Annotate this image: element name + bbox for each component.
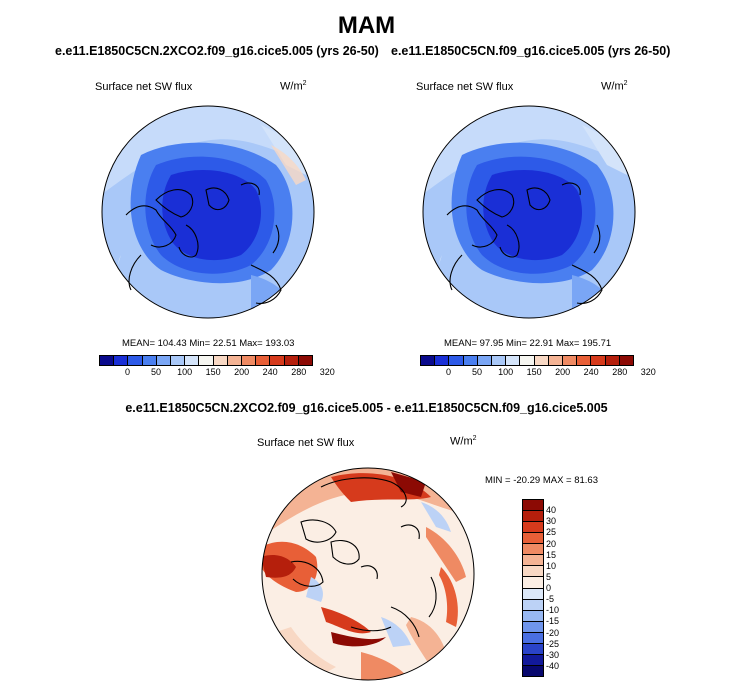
colorbar-swatch [605,356,620,365]
colorbar-swatch [171,356,186,365]
colorbar-tick-label: 150 [526,367,542,377]
colorbar-tick-label: -40 [546,660,560,671]
panel-1-variable-label: Surface net SW flux [95,81,193,93]
colorbar-tick-label: 5 [546,571,552,582]
colorbar-swatch [477,356,493,365]
difference-title: e.e11.E1850C5CN.2XCO2.f09_g16.cice5.005 … [125,401,608,415]
colorbar-swatch [213,356,228,365]
colorbar-swatch [591,356,606,365]
polar-map-difference [261,467,475,681]
page-title: MAM [337,12,396,39]
polar-map-2xco2 [101,105,315,319]
colorbar-swatch [523,621,543,633]
colorbar-swatch [619,356,634,365]
colorbar-tick-label: 240 [262,367,278,377]
colorbar-swatch [242,356,257,365]
colorbar-difference: 40 30 25 20 15 10 5 0 -5 -10 -15 -20 -25 -30 -40 [522,499,582,677]
colorbar-swatch [506,356,521,365]
colorbar-swatch [270,356,285,365]
colorbar-swatch [449,356,464,365]
colorbar-tick-label: 25 [546,527,557,538]
colorbar-tick-label: -30 [546,649,560,660]
colorbar-tick-label: 0 [546,583,552,593]
colorbar-tick-label: 100 [498,367,514,377]
colorbar-swatch [523,566,543,578]
colorbar-swatch [284,356,299,365]
colorbar-swatch [463,356,478,365]
colorbar-tick-label: 280 [291,367,307,377]
colorbar-tick-label: -5 [546,594,555,605]
diff-stats: MIN = -20.29 MAX = 81.63 [485,475,599,486]
colorbar-tick-label: 0 [446,367,452,377]
colorbar-tick-label: 320 [319,367,335,377]
colorbar-swatch [185,356,200,365]
polar-map-control [422,105,636,319]
diff-units: W/m2 [450,435,477,448]
colorbar-swatch [563,356,578,365]
colorbar-swatch [523,500,543,512]
colorbar-tick-label: 320 [640,367,656,377]
panel-1-title: e.e11.E1850C5CN.2XCO2.f09_g16.cice5.005 … [55,44,379,58]
colorbar-swatch [523,654,543,666]
colorbar-swatch [298,356,313,365]
panel-2-units: W/m2 [601,80,628,93]
colorbar-swatch [256,356,271,365]
colorbar-swatch [435,356,450,365]
colorbar-tick-label: 200 [234,367,250,377]
colorbar-swatch [523,511,543,523]
colorbar-swatch [523,544,543,556]
colorbar-swatch [114,356,129,365]
colorbar-swatch [523,643,543,655]
colorbar-swatch [199,356,214,365]
panel-1-units: W/m2 [280,80,307,93]
colorbar-swatch [227,356,243,365]
colorbar-tick-label: 50 [151,367,162,377]
colorbar-tick-label: 0 [125,367,131,377]
colorbar-tick-label: 15 [546,549,557,560]
colorbar-swatch [523,610,543,622]
colorbar-tick-label: -25 [546,638,560,649]
panel-2-stats: MEAN= 97.95 Min= 22.91 Max= 195.71 [444,338,612,349]
colorbar-swatch [523,665,543,676]
panel-2-title: e.e11.E1850C5CN.f09_g16.cice5.005 (yrs 2… [391,44,671,58]
colorbar-swatch [128,356,143,365]
colorbar-swatch [142,356,157,365]
colorbar-panel-2: 0 50 100 150 200 240 280 320 [420,355,656,381]
colorbar-tick-label: 150 [205,367,221,377]
colorbar-swatch [100,356,115,365]
colorbar-swatch [534,356,549,365]
colorbar-tick-label: 30 [546,516,557,527]
diff-variable-label: Surface net SW flux [257,437,355,449]
colorbar-swatch [156,356,172,365]
colorbar-panel-1: 0 50 100 150 200 240 280 320 [99,355,335,381]
colorbar-swatch [520,356,535,365]
colorbar-swatch [523,599,543,611]
colorbar-swatch [577,356,592,365]
colorbar-tick-label: -15 [546,616,560,627]
colorbar-swatch [523,632,543,644]
colorbar-tick-label: 200 [555,367,571,377]
colorbar-tick-label: 100 [177,367,193,377]
colorbar-tick-label: 280 [612,367,628,377]
colorbar-swatch [523,588,543,600]
colorbar-tick-label: -20 [546,627,560,638]
colorbar-tick-label: 20 [546,538,557,549]
panel-2-variable-label: Surface net SW flux [416,81,514,93]
colorbar-swatch [523,577,543,589]
panel-1-stats: MEAN= 104.43 Min= 22.51 Max= 193.03 [122,338,295,349]
colorbar-tick-label: 10 [546,560,557,571]
colorbar-swatch [523,522,543,534]
colorbar-tick-label: -10 [546,605,560,616]
colorbar-tick-label: 240 [583,367,599,377]
colorbar-tick-label: 40 [546,505,557,516]
colorbar-swatch [421,356,436,365]
colorbar-swatch [523,555,543,567]
colorbar-swatch [492,356,507,365]
colorbar-swatch [548,356,564,365]
colorbar-swatch [523,533,543,545]
colorbar-tick-label: 50 [472,367,483,377]
